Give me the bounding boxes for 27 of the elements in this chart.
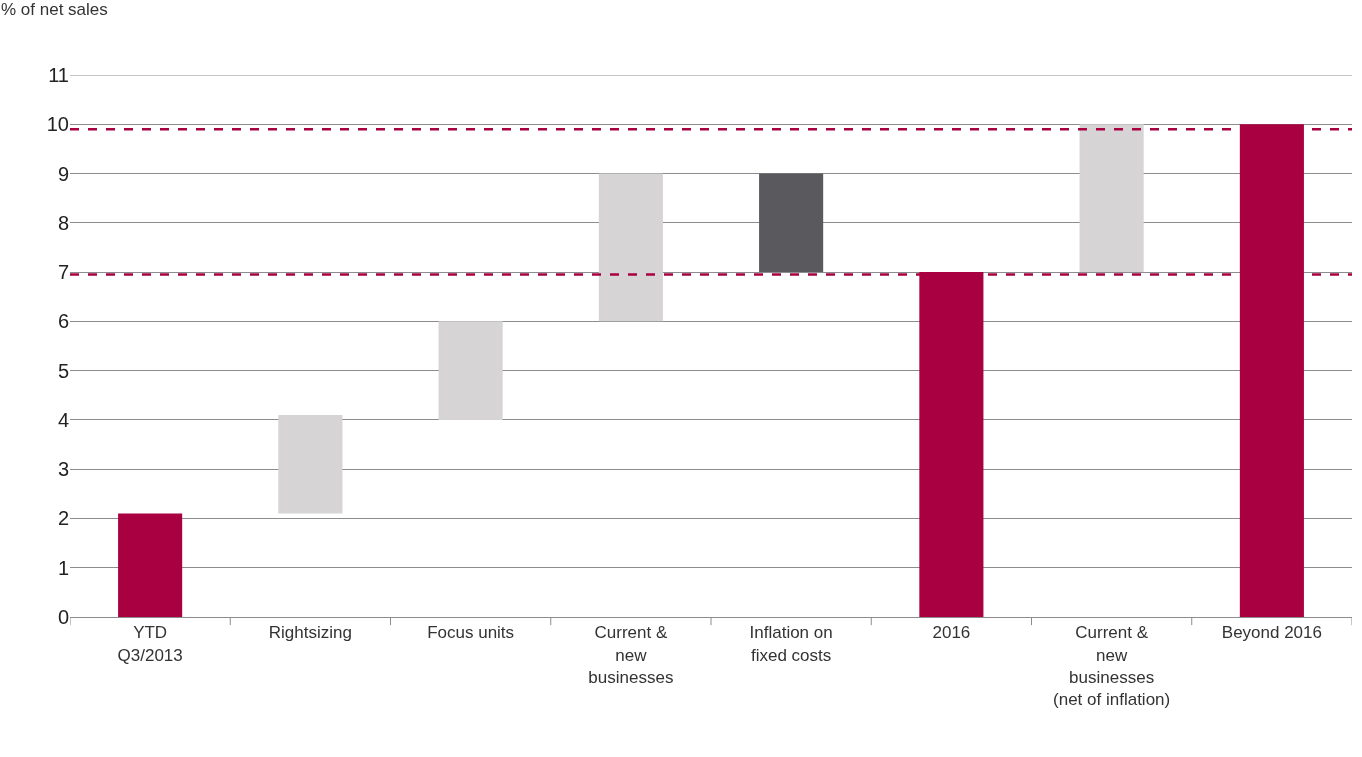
y-tick-label: 8 <box>57 211 69 234</box>
bar <box>1079 124 1144 273</box>
x-tick-label: Current & new businesses (net of inflation) <box>1053 623 1171 709</box>
bar <box>118 513 183 617</box>
bar <box>759 173 824 273</box>
x-tick-label: Beyond 2016 <box>1221 623 1322 643</box>
y-tick-label: 1 <box>57 556 69 579</box>
y-tick-label: 11 <box>48 64 69 86</box>
x-tick-label: Inflation on fixed costs <box>749 623 833 665</box>
x-tick-label: YTD Q3/2013 <box>117 623 183 665</box>
x-tick-label: Current & new businesses <box>588 623 674 687</box>
y-tick-label: 10 <box>46 113 69 136</box>
y-tick-label: 9 <box>57 162 69 185</box>
y-axis-title: % of net sales <box>1 0 108 19</box>
x-tick-label: 2016 <box>932 623 971 643</box>
y-tick-label: 3 <box>57 458 69 481</box>
y-tick-label: 5 <box>57 359 69 382</box>
bar <box>278 414 343 514</box>
y-tick-label: 6 <box>57 310 69 333</box>
x-tick-label: Rightsizing <box>268 623 352 643</box>
y-tick-label: 0 <box>57 606 69 628</box>
y-tick-label: 4 <box>57 408 69 431</box>
bar <box>598 173 663 322</box>
bar <box>438 321 503 420</box>
x-tick-label: Focus units <box>427 623 515 643</box>
y-tick-label: 2 <box>57 507 69 530</box>
y-tick-label: 7 <box>57 261 69 284</box>
